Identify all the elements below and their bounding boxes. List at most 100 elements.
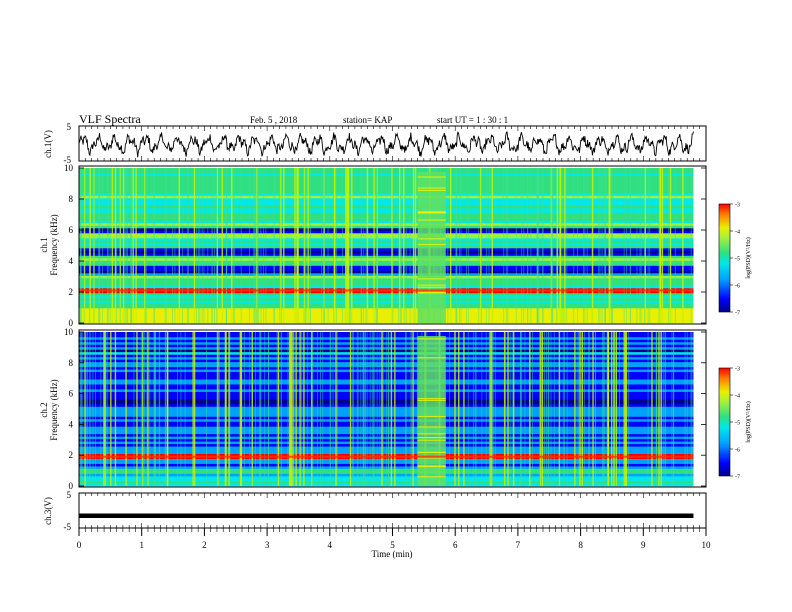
noise-burst-line	[417, 284, 446, 286]
ch1-spectrogram-image	[79, 168, 694, 324]
sferic-line	[664, 332, 666, 486]
sferic-line	[566, 168, 568, 323]
sferic-line	[381, 332, 383, 486]
sferic-line	[188, 168, 189, 323]
spectrogram-band	[79, 446, 694, 450]
sferic-line	[644, 168, 647, 323]
spectrogram-band	[79, 305, 694, 309]
sferic-line	[147, 332, 149, 486]
spectrogram-band	[79, 263, 694, 266]
strong-band-line	[79, 289, 694, 292]
noise-burst-line	[417, 439, 446, 441]
sferic-line	[507, 332, 509, 486]
sferic-line	[661, 168, 664, 323]
sferic-line	[294, 168, 296, 323]
sferic-line	[259, 332, 261, 486]
sferic-line	[481, 168, 482, 323]
spectrogram-band	[79, 260, 694, 264]
spectrogram-band	[79, 339, 694, 343]
ch2-spectrogram-panel: 0 2 4 6 8 10 ch.2 Frequency (kHz) -3 -4 -5 -6 -7 …	[39, 327, 752, 491]
sferic-line	[507, 168, 509, 323]
sferic-line	[691, 332, 693, 486]
strong-band-line	[79, 455, 694, 458]
date-label: Feb. 5 , 2018	[250, 115, 298, 125]
spectrogram-band	[79, 461, 694, 464]
ch3-waveform-frame	[78, 492, 707, 529]
spectrogram-band	[79, 476, 694, 479]
sferic-line	[332, 332, 334, 486]
sferic-line	[662, 332, 664, 486]
sferic-line	[104, 332, 106, 486]
spectrogram-band	[79, 448, 694, 452]
station-label: station= KAP	[343, 115, 392, 125]
spectrogram-band	[79, 356, 694, 360]
sferic-line	[537, 168, 539, 323]
spectrogram-band	[79, 285, 694, 289]
ch2-colorbar: -3 -4 -5 -6 -7 log(PSD)(V²/Hz)	[718, 367, 752, 481]
sferic-line	[371, 332, 373, 486]
sferic-line	[529, 332, 531, 486]
spectrogram-band	[79, 278, 694, 281]
spectrogram-band	[79, 223, 694, 226]
sferic-line	[690, 332, 692, 486]
spectrogram-band	[79, 280, 694, 284]
spectrogram-band	[79, 336, 694, 340]
sferic-line	[321, 168, 323, 323]
sferic-line	[164, 332, 166, 486]
spectrogram-band	[79, 361, 694, 365]
spectrogram-band	[79, 413, 694, 417]
sferic-line	[180, 332, 182, 486]
sferic-line	[409, 168, 411, 323]
sferic-line	[404, 168, 406, 323]
sferic-line	[221, 168, 223, 323]
sferic-line	[553, 332, 555, 486]
sferic-line	[186, 168, 188, 323]
noise-burst-line	[417, 465, 446, 467]
spectrogram-band	[79, 411, 694, 415]
sferic-line	[155, 332, 157, 486]
sferic-line	[114, 332, 117, 486]
sferic-line	[336, 168, 337, 323]
sferic-line	[480, 168, 482, 323]
sferic-line	[449, 332, 450, 486]
sferic-line	[225, 168, 227, 323]
sferic-line	[400, 168, 402, 323]
sferic-line	[280, 332, 282, 486]
colorbar-tick-label: -3	[735, 203, 740, 209]
spectrogram-band	[79, 426, 694, 430]
ch1-waveform-frame	[78, 125, 707, 162]
spectrogram-band	[79, 436, 694, 440]
sferic-line	[488, 332, 490, 486]
spectrogram-band	[79, 431, 694, 435]
sferic-line	[515, 168, 517, 323]
sferic-line	[366, 332, 368, 486]
sferic-line	[682, 168, 684, 323]
sferic-line	[489, 332, 492, 486]
spectrogram-band	[79, 245, 694, 249]
ch1-waveform-panel: 5 -5 ch.1(V)	[43, 122, 707, 165]
sferic-line	[390, 332, 393, 486]
sferic-line	[456, 168, 458, 323]
sferic-line	[511, 332, 513, 486]
sferic-line	[365, 332, 366, 486]
sferic-line	[520, 332, 521, 486]
sferic-line	[299, 332, 301, 486]
sferic-line	[606, 332, 608, 486]
sferic-line	[95, 332, 96, 486]
spectrogram-band	[79, 173, 694, 176]
spectrogram-band	[79, 295, 694, 299]
sferic-line	[124, 168, 126, 323]
sferic-line	[376, 332, 378, 486]
sferic-line	[416, 332, 418, 486]
sferic-line	[574, 332, 576, 486]
spectrogram-band	[79, 168, 694, 171]
sferic-line	[166, 332, 169, 486]
colorbar-tick-label: -4	[735, 230, 740, 236]
spectrogram-band	[79, 178, 694, 181]
spectrogram-band	[79, 351, 694, 355]
sferic-line	[566, 332, 568, 486]
spectrogram-band	[79, 183, 694, 186]
ch2-colorbar-ticks: -3 -4 -5 -6 -7	[730, 367, 740, 481]
sferic-line	[578, 332, 580, 486]
